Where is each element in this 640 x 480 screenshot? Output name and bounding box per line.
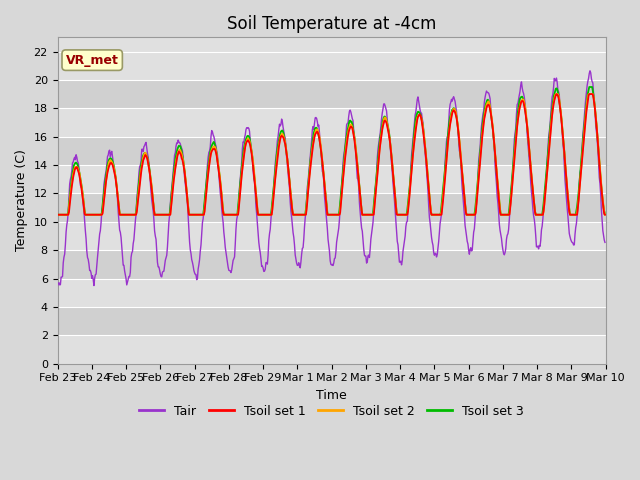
Bar bbox=[58, 51, 605, 80]
Title: Soil Temperature at -4cm: Soil Temperature at -4cm bbox=[227, 15, 436, 33]
Bar bbox=[58, 193, 605, 222]
X-axis label: Time: Time bbox=[316, 389, 347, 402]
Bar bbox=[58, 250, 605, 278]
Legend: Tair, Tsoil set 1, Tsoil set 2, Tsoil set 3: Tair, Tsoil set 1, Tsoil set 2, Tsoil se… bbox=[134, 400, 529, 423]
Bar bbox=[58, 278, 605, 307]
Bar bbox=[58, 165, 605, 193]
Bar bbox=[58, 108, 605, 137]
Bar bbox=[58, 222, 605, 250]
Bar bbox=[58, 80, 605, 108]
Text: VR_met: VR_met bbox=[66, 54, 118, 67]
Bar bbox=[58, 336, 605, 364]
Y-axis label: Temperature (C): Temperature (C) bbox=[15, 150, 28, 252]
Bar bbox=[58, 137, 605, 165]
Bar bbox=[58, 307, 605, 336]
